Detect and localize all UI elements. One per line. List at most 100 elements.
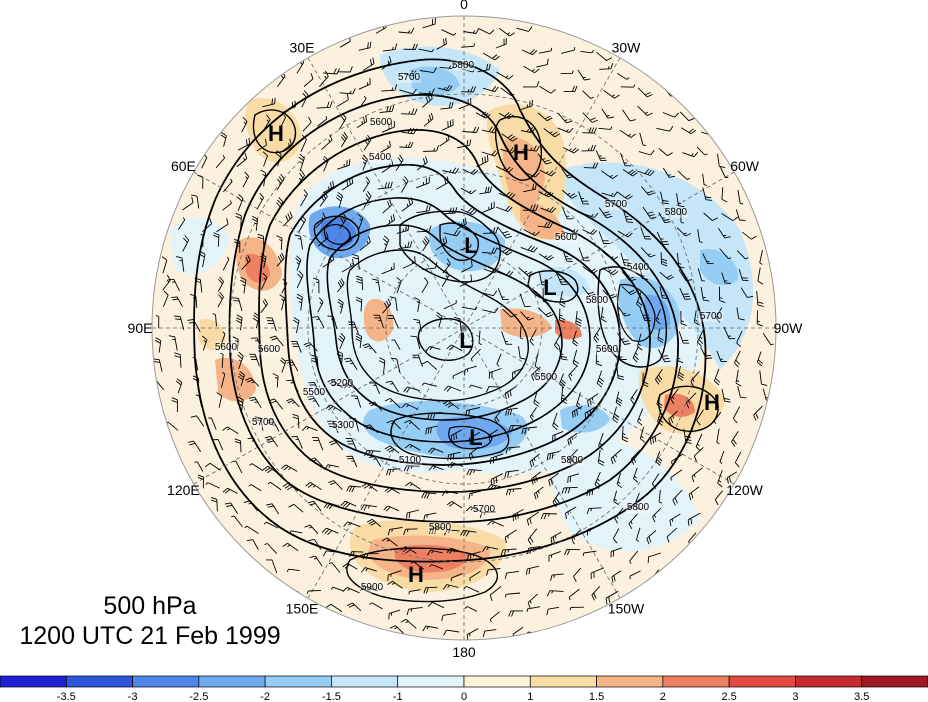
- wind-barb: [413, 318, 422, 332]
- wind-barb: [298, 153, 305, 172]
- wind-barb: [548, 550, 561, 562]
- wind-barb: [672, 489, 683, 506]
- colorbar-label: -1: [393, 691, 403, 702]
- wind-barb: [668, 410, 678, 425]
- wind-barb: [489, 611, 500, 623]
- wind-barb: [468, 490, 481, 500]
- wind-barb: [522, 204, 539, 212]
- wind-barb: [734, 451, 742, 468]
- wind-barb: [399, 141, 414, 149]
- wind-barb: [323, 180, 335, 194]
- wind-barb: [412, 354, 424, 367]
- wind-barb: [389, 625, 404, 634]
- wind-barb: [260, 169, 267, 187]
- wind-barb: [481, 150, 499, 157]
- wind-barb: [323, 502, 340, 510]
- wind-barb: [495, 205, 513, 213]
- wind-barb: [237, 370, 245, 387]
- wind-barb: [190, 415, 205, 427]
- wind-barb: [600, 307, 607, 323]
- wind-barb: [508, 610, 523, 617]
- wind-barb: [345, 437, 358, 451]
- wind-barb: [482, 227, 499, 234]
- wind-barb: [442, 167, 460, 174]
- wind-barb: [522, 145, 540, 152]
- wind-barb: [520, 311, 534, 321]
- wind-barb: [523, 171, 540, 178]
- wind-barb: [343, 521, 361, 528]
- wind-barb: [523, 183, 537, 193]
- wind-barb: [637, 87, 653, 98]
- wind-barb: [218, 276, 224, 292]
- wind-barb: [327, 420, 339, 433]
- longitude-label: 120E: [167, 482, 200, 498]
- wind-barb: [458, 97, 472, 110]
- wind-barb: [194, 461, 204, 472]
- colorbar-label: 3: [792, 691, 798, 702]
- wind-barb: [475, 111, 491, 119]
- wind-barb: [677, 365, 685, 381]
- wind-barb: [232, 336, 239, 351]
- colorbar-box: [0, 675, 67, 688]
- wind-barb: [463, 585, 480, 593]
- wind-barb: [395, 154, 404, 171]
- wind-barb: [677, 170, 691, 180]
- contour-label-bg: [397, 72, 421, 83]
- wind-barb: [446, 501, 463, 509]
- wind-barb: [400, 618, 417, 629]
- wind-barb: [443, 629, 460, 636]
- wind-barb: [621, 271, 636, 282]
- wind-barb: [262, 465, 278, 474]
- wind-barb: [349, 417, 360, 432]
- wind-barb: [174, 352, 182, 368]
- colorbar-label: -3.5: [57, 691, 76, 702]
- wind-barb: [685, 392, 697, 409]
- contour-label-bg: [664, 207, 688, 218]
- wind-barb: [202, 217, 213, 233]
- wind-barb: [422, 625, 439, 632]
- wind-barb: [368, 382, 381, 395]
- map-boundary: [151, 15, 777, 641]
- colorbar-box: [728, 675, 796, 688]
- wind-barb: [500, 548, 517, 556]
- high-center: H: [408, 562, 424, 587]
- wind-barb: [596, 370, 605, 388]
- wind-barb: [306, 589, 322, 595]
- wind-barb: [567, 432, 578, 446]
- wind-barb: [598, 207, 613, 219]
- wind-barb: [307, 395, 320, 407]
- wind-barb: [620, 252, 631, 267]
- wind-barb: [239, 276, 247, 294]
- wind-barb: [700, 286, 710, 302]
- wind-barb: [526, 511, 540, 526]
- wind-barb: [322, 155, 329, 172]
- contour-label: 5400: [369, 152, 392, 163]
- wind-barb: [695, 433, 703, 452]
- wind-barb: [595, 351, 603, 367]
- wind-barb: [565, 506, 577, 520]
- wind-barb: [737, 189, 744, 205]
- wind-barb: [582, 90, 594, 99]
- wind-barb: [436, 176, 449, 190]
- wind-barb: [343, 357, 358, 371]
- contour-label-bg: [560, 455, 584, 466]
- wind-barb: [191, 194, 200, 209]
- wind-barb: [197, 174, 204, 189]
- wind-barb: [362, 176, 370, 193]
- wind-barb: [235, 314, 243, 331]
- wind-barb: [497, 226, 512, 239]
- wind-barb: [561, 387, 568, 404]
- wind-barb: [443, 300, 457, 310]
- wind-barb: [325, 603, 343, 612]
- wind-barb: [582, 286, 596, 297]
- contour-label: 5700: [700, 311, 723, 322]
- wind-barb: [248, 484, 262, 492]
- wind-barb: [234, 238, 241, 253]
- wind-barb: [678, 269, 693, 282]
- wind-barb: [381, 120, 395, 133]
- wind-barb: [318, 70, 329, 87]
- wind-barb: [245, 377, 260, 387]
- wind-barb: [504, 529, 517, 544]
- wind-barb: [487, 483, 503, 491]
- wind-barb: [543, 128, 561, 138]
